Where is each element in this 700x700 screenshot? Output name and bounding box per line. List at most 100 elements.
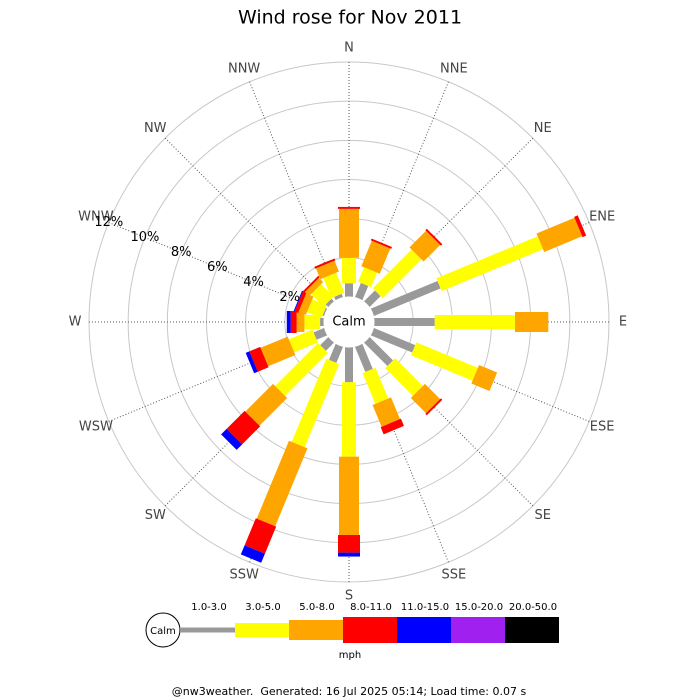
rose-segment	[339, 208, 359, 258]
rose-segment	[370, 327, 416, 353]
direction-label: WNW	[78, 210, 114, 225]
rose-segment	[361, 240, 391, 274]
rose-segment	[338, 535, 360, 553]
rose-segment	[245, 383, 288, 426]
rose-segment	[304, 277, 324, 297]
legend-label: 11.0-15.0	[401, 602, 449, 613]
rose-segment	[320, 318, 325, 326]
rose-segment	[328, 343, 344, 363]
rose-segment	[304, 315, 321, 329]
direction-label: ENE	[589, 210, 615, 225]
rose-segment	[380, 418, 404, 435]
rose-segment	[293, 290, 303, 312]
legend-calm-label: Calm	[150, 626, 176, 637]
rose-segment	[323, 272, 345, 298]
rose-segment	[338, 552, 360, 557]
direction-label: SSE	[441, 568, 466, 583]
rose-segment	[411, 342, 478, 381]
rose-segment	[311, 284, 334, 307]
rose-segment	[515, 312, 549, 332]
rose-segment	[425, 398, 443, 416]
rose-segment	[302, 275, 320, 293]
rose-segment	[325, 298, 335, 308]
legend-swatch	[451, 617, 505, 643]
rose-segment	[221, 428, 243, 450]
rose-segment	[342, 382, 356, 457]
rose-segment	[345, 347, 353, 383]
rose-segment	[372, 397, 401, 427]
legend-label: 8.0-11.0	[350, 602, 392, 613]
chart-title: Wind rose for Nov 2011	[238, 7, 462, 29]
rose-segment	[249, 346, 269, 372]
legend-label: 1.0-3.0	[191, 602, 226, 613]
direction-label: SW	[145, 508, 166, 523]
rose-segment	[286, 311, 291, 333]
direction-label: NW	[144, 121, 167, 136]
rose-segment	[385, 358, 423, 396]
rose-segment	[471, 365, 498, 392]
rose-segment	[339, 456, 359, 535]
rose-segment	[370, 238, 392, 249]
direction-label: SSW	[229, 568, 259, 583]
direction-label: NNE	[440, 61, 468, 76]
rose-segment	[358, 267, 378, 288]
direction-label: W	[69, 315, 82, 330]
legend-unit: mph	[339, 650, 361, 661]
rose-segment	[354, 343, 373, 372]
legend-swatch	[181, 627, 235, 633]
legend-swatch	[235, 623, 289, 637]
rose-segment	[260, 336, 296, 367]
rose-segment	[345, 283, 353, 297]
r-tick-label: 12%	[94, 215, 123, 230]
legend-label: 15.0-20.0	[455, 602, 503, 613]
rose-segment	[574, 215, 587, 238]
rose-segment	[334, 293, 344, 301]
r-tick-label: 8%	[171, 245, 192, 260]
rose-segment	[296, 312, 305, 332]
rose-segment	[320, 336, 335, 351]
direction-label: NE	[534, 121, 552, 136]
rose-segment	[363, 290, 381, 308]
direction-label: ESE	[590, 419, 615, 434]
rose-segment	[434, 315, 515, 329]
rose-segment	[298, 293, 314, 315]
bars: Calm	[221, 206, 587, 563]
direction-label: WSW	[79, 419, 113, 434]
rose-segment	[256, 440, 308, 527]
calm-label: Calm	[332, 315, 365, 330]
legend-swatch	[397, 617, 451, 643]
rose-segment	[313, 327, 328, 340]
legend-swatch	[289, 620, 343, 640]
direction-label: NNW	[228, 61, 260, 76]
spoke	[108, 222, 327, 313]
direction-label: S	[345, 589, 353, 604]
r-tick-label: 4%	[243, 275, 264, 290]
rose-segment	[291, 358, 340, 448]
legend: Calm 1.0-3.0 3.0-5.0 5.0-8.0 8.0-11.0 11.0-15…	[145, 602, 559, 661]
spoke	[164, 137, 332, 305]
r-tick-label: 6%	[207, 260, 228, 275]
rose-segment	[362, 367, 389, 404]
rose-segment	[240, 545, 265, 563]
r-tick-label: 2%	[279, 290, 300, 305]
calm-circle	[323, 296, 375, 348]
rose-segment	[370, 281, 441, 317]
rose-segment	[410, 383, 441, 414]
rose-segment	[288, 329, 318, 353]
footer: @nw3weather. Generated: 16 Jul 2025 05:1…	[172, 685, 527, 698]
rose-segment	[294, 291, 307, 313]
legend-label: 20.0-50.0	[509, 602, 557, 613]
rose-segment	[322, 307, 328, 317]
legend-calm	[145, 612, 181, 648]
rose-segment	[342, 257, 356, 284]
r-tick-label: 10%	[131, 230, 160, 245]
rose-segment	[536, 217, 583, 252]
rose-segment	[374, 318, 435, 326]
direction-label: N	[344, 41, 354, 56]
legend-label: 3.0-5.0	[245, 602, 280, 613]
rose-segment	[338, 206, 360, 209]
legend-swatch	[343, 617, 397, 643]
legend-label: 5.0-8.0	[299, 602, 334, 613]
rose-segment	[290, 311, 297, 333]
